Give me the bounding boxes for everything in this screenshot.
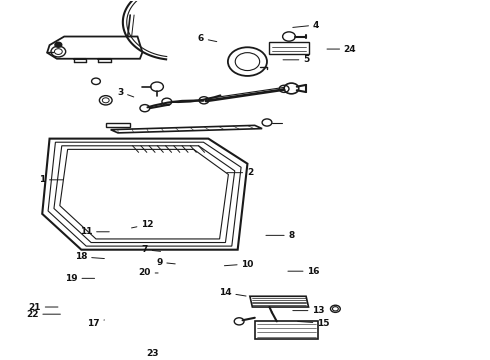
Circle shape xyxy=(55,42,62,47)
Text: 12: 12 xyxy=(131,220,153,229)
Text: 21: 21 xyxy=(28,302,58,311)
Text: 4: 4 xyxy=(293,21,319,30)
Text: 15: 15 xyxy=(298,319,329,328)
Text: 14: 14 xyxy=(219,288,246,297)
Text: 8: 8 xyxy=(266,231,294,240)
Text: 3: 3 xyxy=(117,87,134,97)
Text: 11: 11 xyxy=(80,227,109,236)
Text: 5: 5 xyxy=(283,55,309,64)
Text: 20: 20 xyxy=(139,269,158,278)
Text: 13: 13 xyxy=(293,306,324,315)
Text: 1: 1 xyxy=(39,175,63,184)
Text: 6: 6 xyxy=(198,34,217,43)
Text: 19: 19 xyxy=(65,274,95,283)
Text: 9: 9 xyxy=(156,258,175,267)
Text: 16: 16 xyxy=(288,267,319,276)
Text: 24: 24 xyxy=(327,45,356,54)
Text: 7: 7 xyxy=(142,245,161,254)
Text: 18: 18 xyxy=(75,252,104,261)
Text: 10: 10 xyxy=(224,260,254,269)
Text: 22: 22 xyxy=(26,310,60,319)
Text: 23: 23 xyxy=(146,349,158,358)
Text: 17: 17 xyxy=(87,319,104,328)
Text: 2: 2 xyxy=(227,168,253,177)
